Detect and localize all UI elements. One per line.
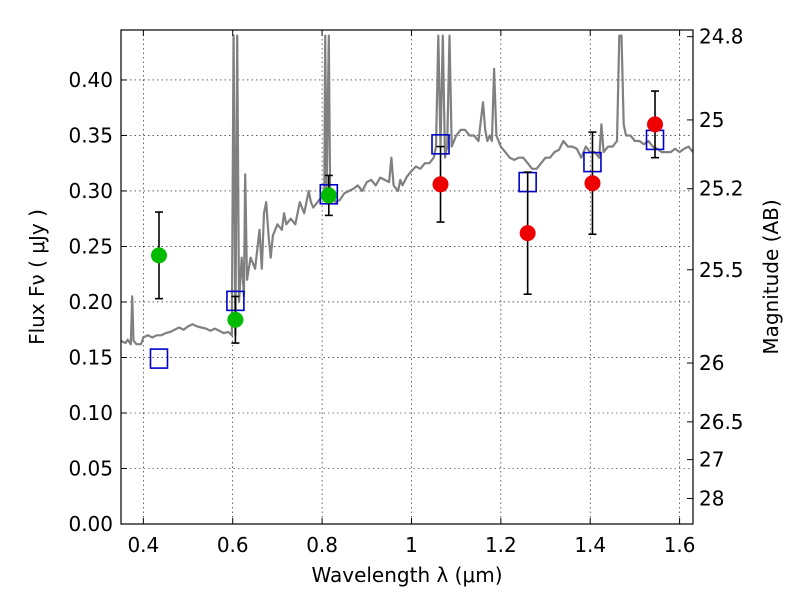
y-tick-label: 0.15: [68, 345, 113, 369]
y-tick-label: 0.20: [68, 290, 113, 314]
observed-point: [227, 311, 244, 328]
y-tick-label: 0.05: [68, 456, 113, 480]
y-axis-title-left: Flux Fν ( μJy ): [25, 209, 49, 345]
observed-point: [432, 176, 449, 193]
plot-frame: [120, 29, 694, 525]
observed-point: [519, 225, 536, 242]
data-layer: [121, 34, 693, 369]
right-tick-label: 26.5: [699, 410, 744, 434]
plot-area: [121, 30, 693, 524]
observed-point: [150, 247, 167, 264]
observed-point: [584, 175, 601, 192]
observed-point: [320, 187, 337, 204]
right-tick-label: 28: [699, 486, 724, 510]
x-tick-label: 1.4: [574, 533, 606, 557]
y-tick-label: 0.35: [68, 123, 113, 147]
x-tick-label: 0.6: [217, 533, 249, 557]
right-tick-label: 27: [699, 448, 724, 472]
y-axis-title-right: Magnitude (AB): [759, 199, 783, 354]
y-tick-label: 0.25: [68, 234, 113, 258]
y-tick-label: 0.10: [68, 401, 113, 425]
right-tick-label: 25.5: [699, 258, 744, 282]
model-photometry-square: [149, 348, 169, 369]
right-tick-label: 25: [699, 108, 724, 132]
observed-point: [647, 116, 664, 133]
right-tick-label: 25.2: [699, 177, 744, 201]
x-tick-label: 1.2: [485, 533, 517, 557]
y-tick-label: 0.30: [68, 179, 113, 203]
right-tick-label: 24.8: [699, 25, 744, 49]
x-tick-label: 0.4: [127, 533, 159, 557]
y-tick-label: 0.40: [68, 68, 113, 92]
ticks: 0.4 0.6 0.8 1 1.2 1.4 1.6 0.00 0.05 0.10 0.15 0.20 0…: [68, 25, 743, 557]
x-axis-title: Wavelength λ (μm): [311, 563, 502, 587]
x-tick-label: 1.6: [664, 533, 696, 557]
x-tick-label: 1: [405, 533, 418, 557]
x-tick-label: 0.8: [306, 533, 338, 557]
y-tick-label: 0.00: [68, 512, 113, 536]
right-tick-label: 26: [699, 351, 724, 375]
